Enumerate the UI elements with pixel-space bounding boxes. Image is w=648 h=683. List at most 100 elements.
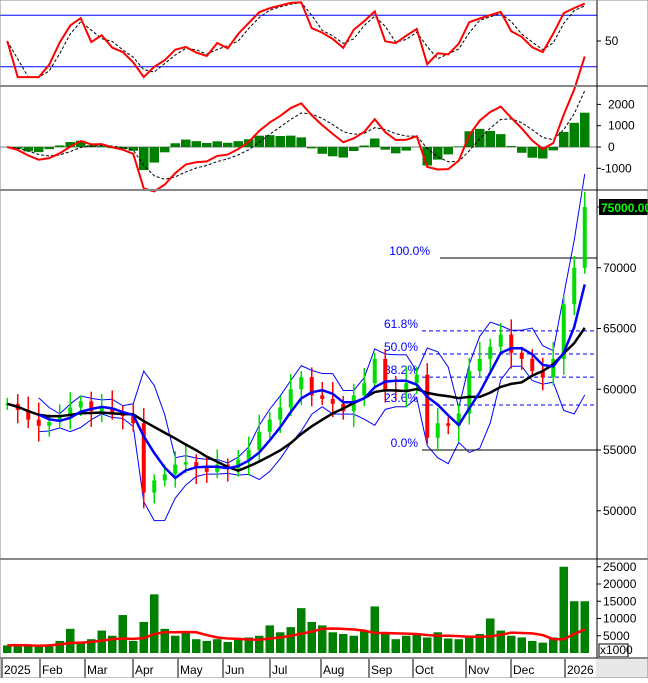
volume-bar — [192, 639, 201, 653]
volume-bar — [455, 639, 464, 653]
macd-histogram-bar — [223, 143, 233, 147]
oscillator-panel: 50 — [0, 2, 619, 77]
candle-body — [205, 468, 209, 472]
volume-unit-label: x1000 — [600, 643, 633, 657]
candle-body — [163, 474, 167, 480]
candle-body — [530, 359, 534, 371]
macd-histogram-bar — [255, 136, 265, 147]
volume-bar — [203, 641, 212, 653]
volume-bar — [507, 636, 516, 653]
macd-histogram-bar — [45, 147, 55, 149]
macd-histogram-bar — [528, 147, 538, 158]
macd-histogram-bar — [297, 137, 307, 147]
candle-body — [37, 420, 41, 426]
volume-bar — [570, 601, 579, 653]
macd-histogram-bar — [486, 131, 496, 147]
macd-histogram-bar — [150, 147, 160, 163]
macd-histogram-bar — [360, 146, 370, 147]
bollinger-upper — [39, 174, 585, 463]
month-label: 2026 — [567, 663, 594, 677]
candle-body — [499, 335, 503, 347]
macd-histogram-bar — [381, 147, 391, 150]
candle-body — [446, 423, 450, 425]
macd-histogram-bar — [349, 147, 359, 151]
month-label: Nov — [468, 663, 489, 677]
volume-bar — [171, 636, 180, 653]
slow-moving-average — [7, 328, 585, 471]
candle-body — [478, 359, 482, 371]
candle-body — [173, 465, 177, 475]
candle-body — [184, 462, 188, 464]
volume-bar — [129, 641, 138, 653]
candle-body — [331, 399, 335, 404]
volume-bar — [423, 637, 432, 653]
macd-histogram-bar — [507, 146, 517, 147]
macd-histogram-bar — [328, 147, 338, 156]
candle-body — [268, 420, 272, 432]
volume-bar — [234, 640, 243, 653]
volume-bar — [24, 646, 33, 653]
volume-bar — [297, 608, 306, 653]
volume-bar — [465, 637, 474, 653]
candle-body — [373, 359, 377, 383]
volume-bar — [518, 637, 527, 653]
macd-histogram-bar — [286, 136, 296, 147]
volume-bar — [360, 631, 369, 653]
macd-histogram-bar — [475, 129, 485, 147]
volume-bar — [350, 636, 359, 653]
volume-bar — [413, 634, 422, 653]
candle-body — [520, 353, 524, 359]
candle-body — [436, 423, 440, 438]
volume-bar — [224, 642, 233, 653]
month-label: Sep — [371, 663, 393, 677]
macd-histogram-bar — [549, 147, 559, 150]
macd-histogram-bar — [160, 147, 170, 152]
volume-tick-label: 10000 — [603, 612, 637, 626]
price-tick-label: 50000 — [603, 504, 637, 518]
candle-body — [152, 480, 156, 492]
candle-body — [47, 422, 51, 426]
macd-histogram-bar — [307, 147, 317, 148]
fibonacci-label: 23.6% — [384, 391, 418, 405]
macd-histogram-bar — [213, 141, 223, 147]
volume-tick-label: 15000 — [603, 594, 637, 608]
candle-body — [383, 359, 387, 389]
oscillator-line — [7, 2, 585, 77]
volume-bar — [119, 615, 128, 653]
volume-bar — [392, 639, 401, 653]
candle-body — [79, 401, 83, 407]
volume-bar — [66, 629, 75, 653]
macd-histogram-bar — [276, 136, 286, 147]
candle-body — [278, 407, 282, 419]
macd-histogram-bar — [517, 147, 527, 153]
macd-histogram-bar — [339, 147, 349, 158]
volume-bar — [150, 594, 159, 653]
month-label: Dec — [513, 663, 534, 677]
volume-bar — [213, 639, 222, 653]
month-label: Jul — [272, 663, 287, 677]
candle-body — [257, 432, 261, 450]
volume-bar — [371, 606, 380, 653]
candle-body — [299, 377, 303, 389]
price-tick-label: 65000 — [603, 322, 637, 336]
macd-histogram-bar — [454, 146, 464, 147]
volume-tick-label: 5000 — [603, 629, 630, 643]
volume-bar — [77, 643, 86, 653]
month-label: Feb — [42, 663, 63, 677]
volume-bar — [339, 634, 348, 653]
volume-bar — [35, 647, 44, 653]
month-label: Mar — [87, 663, 108, 677]
month-label: Oct — [415, 663, 434, 677]
macd-histogram-bar — [570, 123, 580, 147]
volume-bar — [444, 639, 453, 653]
axis-corner — [596, 658, 648, 678]
price-tick-label: 70000 — [603, 261, 637, 275]
price-tick-label: 55000 — [603, 443, 637, 457]
candle-body — [583, 207, 587, 268]
macd-histogram-bar — [559, 132, 569, 147]
